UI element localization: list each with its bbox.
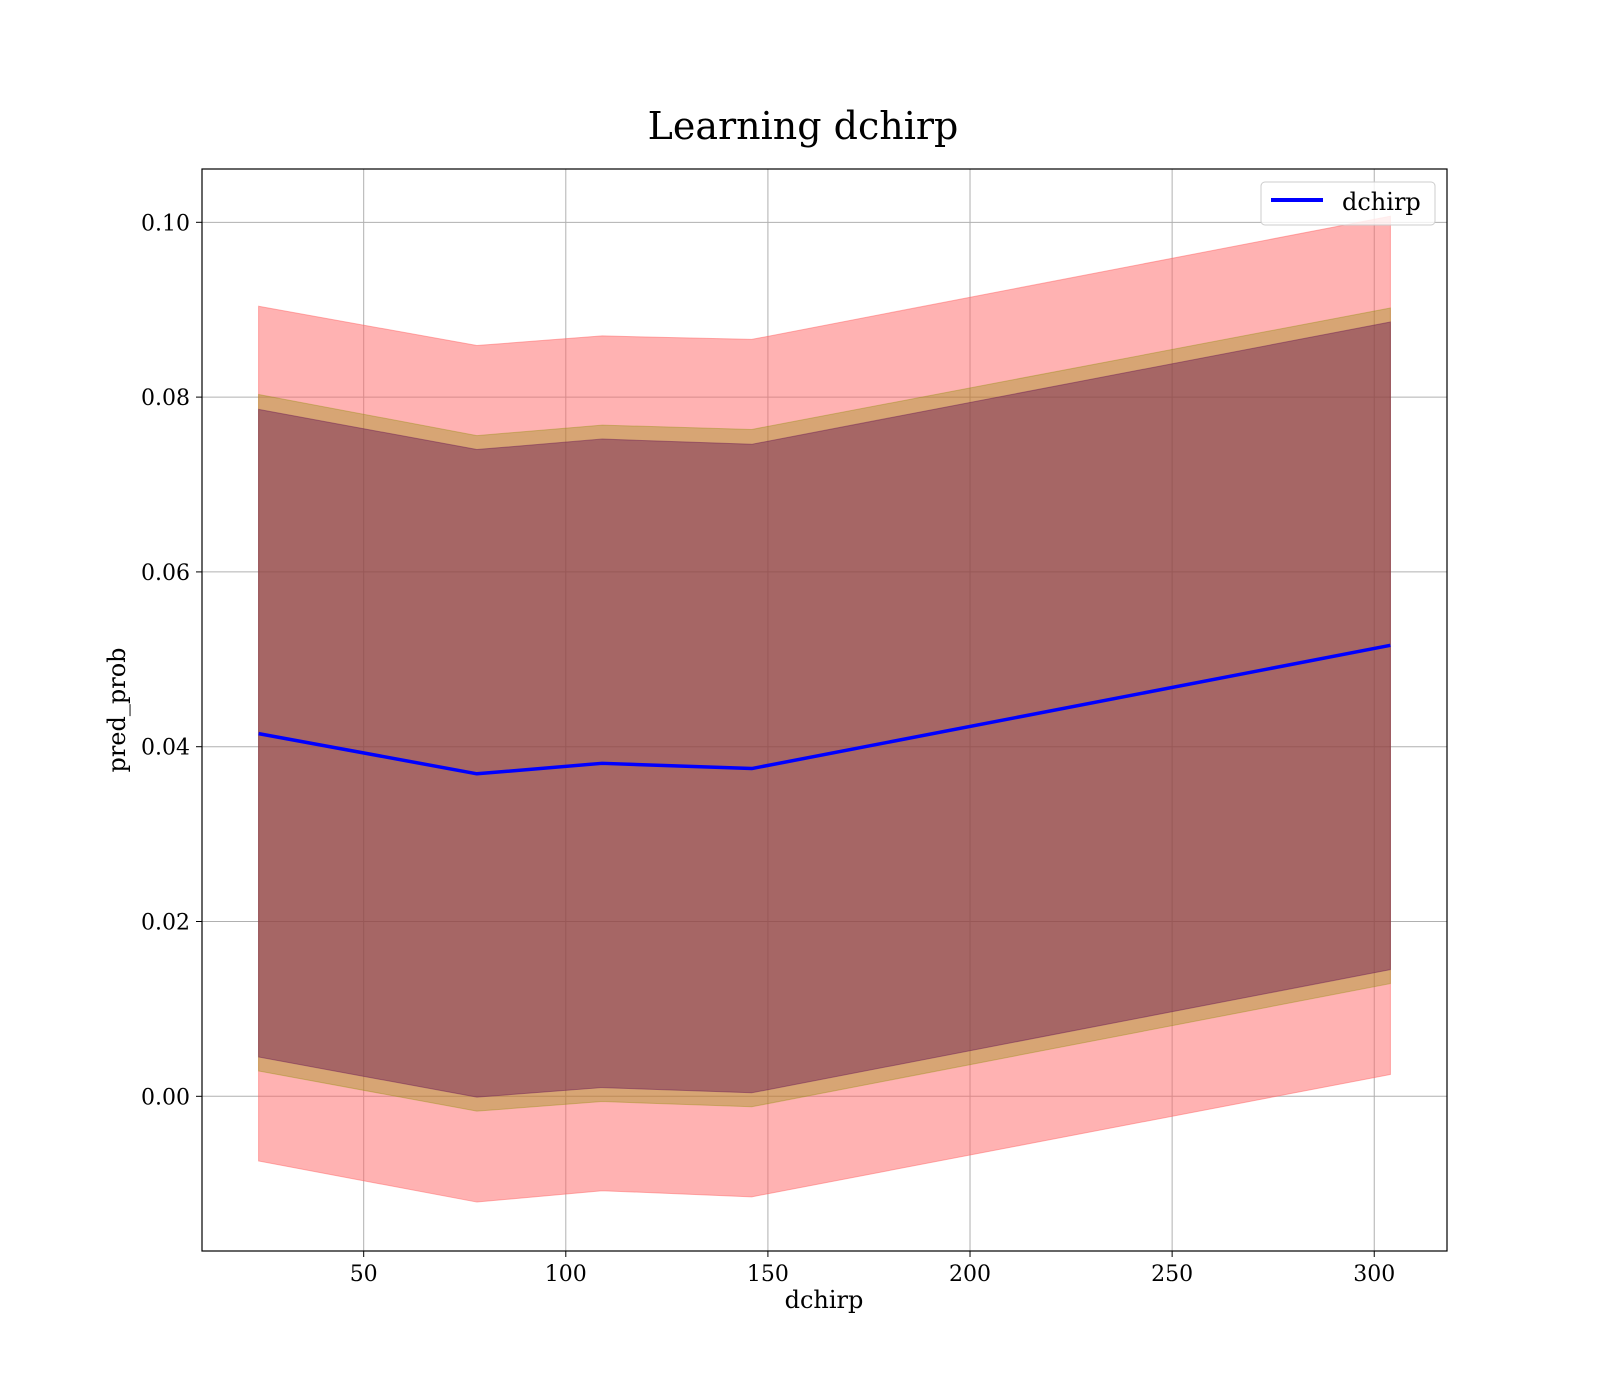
x-tick-label: 50 <box>350 1262 378 1287</box>
plot-frame <box>201 168 1448 1252</box>
confidence-bands <box>258 215 1391 1203</box>
x-tick-label: 250 <box>1151 1262 1193 1287</box>
confidence-band <box>258 307 1391 1112</box>
legend-label: dchirp <box>1342 188 1421 216</box>
chart-title: Learning dchirp <box>648 104 959 148</box>
x-tick-label: 300 <box>1353 1262 1395 1287</box>
confidence-band <box>258 321 1391 1098</box>
y-tick-label: 0.04 <box>141 736 190 761</box>
series-line-dchirp <box>258 643 1391 776</box>
legend-box <box>1260 181 1436 226</box>
y-tick-label: 0.10 <box>141 211 190 236</box>
legend: dchirp <box>1260 181 1436 226</box>
y-tick-label: 0.06 <box>141 561 190 586</box>
x-tick-label: 150 <box>747 1262 789 1287</box>
x-axis-label: dchirp <box>785 1286 864 1314</box>
x-tick-label: 200 <box>949 1262 991 1287</box>
x-tick-label: 100 <box>545 1262 587 1287</box>
y-ticks: 0.00 0.02 0.04 0.06 0.08 0.10 <box>141 211 202 1110</box>
x-ticks: 50 100 150 200 250 300 <box>350 1251 1395 1287</box>
y-tick-label: 0.02 <box>141 911 190 936</box>
series-lines <box>258 643 1391 776</box>
y-axis-label: pred_prob <box>103 647 131 772</box>
y-tick-label: 0.00 <box>141 1085 190 1110</box>
confidence-band <box>258 215 1391 1203</box>
y-tick-label: 0.08 <box>141 386 190 411</box>
